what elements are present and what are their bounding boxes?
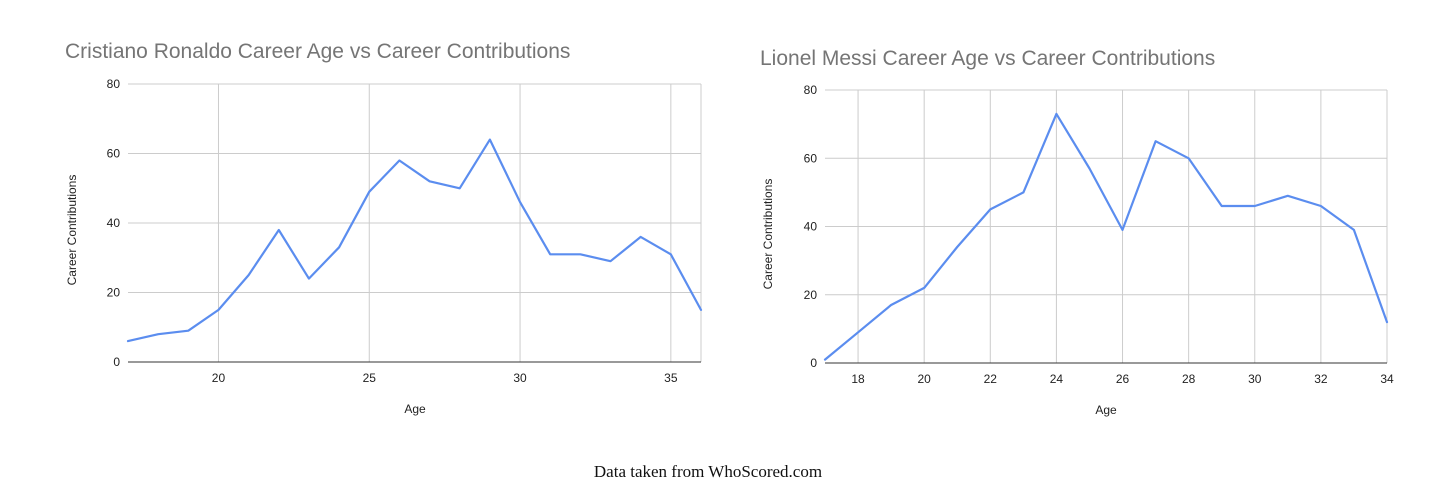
- data-point: [669, 252, 673, 256]
- x-tick-label: 34: [1380, 372, 1394, 386]
- data-point: [307, 277, 311, 281]
- data-point: [988, 207, 992, 211]
- y-tick-label: 40: [107, 216, 121, 230]
- ronaldo-chart: Cristiano Ronaldo Career Age vs Career C…: [65, 40, 703, 416]
- x-tick-label: 20: [917, 372, 931, 386]
- source-caption: Data taken from WhoScored.com: [593, 462, 823, 481]
- data-point: [277, 228, 281, 232]
- data-point: [1121, 228, 1125, 232]
- data-point: [1385, 320, 1389, 324]
- data-point: [186, 329, 190, 333]
- series-line: [823, 112, 1389, 361]
- data-point: [699, 308, 703, 312]
- series-line: [126, 138, 703, 343]
- messi-chart: Lionel Messi Career Age vs Career Contri…: [760, 47, 1394, 417]
- data-point: [922, 286, 926, 290]
- x-axis-title: Age: [404, 402, 426, 416]
- x-tick-label: 20: [212, 371, 226, 385]
- y-tick-label: 20: [804, 288, 818, 302]
- data-point: [856, 330, 860, 334]
- data-point: [216, 308, 220, 312]
- data-point: [1286, 194, 1290, 198]
- x-axis-title: Age: [1095, 403, 1117, 417]
- data-point: [889, 303, 893, 307]
- data-point: [1352, 228, 1356, 232]
- data-point: [428, 179, 432, 183]
- chart-title: Lionel Messi Career Age vs Career Contri…: [760, 47, 1215, 70]
- x-tick-label: 28: [1182, 372, 1196, 386]
- x-tick-label: 30: [513, 371, 527, 385]
- y-tick-label: 80: [804, 83, 818, 97]
- data-point: [1087, 166, 1091, 170]
- data-point: [1319, 204, 1323, 208]
- data-point: [518, 200, 522, 204]
- data-point: [247, 273, 251, 277]
- data-point: [1021, 190, 1025, 194]
- data-point: [548, 252, 552, 256]
- data-point: [488, 138, 492, 142]
- data-point: [1054, 112, 1058, 116]
- x-tick-label: 30: [1248, 372, 1262, 386]
- x-tick-label: 25: [363, 371, 377, 385]
- y-tick-label: 40: [804, 220, 818, 234]
- data-point: [1220, 204, 1224, 208]
- y-tick-label: 60: [107, 147, 121, 161]
- data-point: [955, 245, 959, 249]
- x-tick-label: 26: [1116, 372, 1130, 386]
- y-axis-title: Career Contributions: [65, 175, 79, 286]
- x-tick-label: 35: [664, 371, 678, 385]
- x-tick-label: 22: [984, 372, 998, 386]
- chart-title: Cristiano Ronaldo Career Age vs Career C…: [65, 40, 570, 63]
- x-tick-label: 18: [851, 372, 865, 386]
- data-point: [1187, 156, 1191, 160]
- data-point: [578, 252, 582, 256]
- data-point: [397, 158, 401, 162]
- data-point: [823, 358, 827, 362]
- data-point: [609, 259, 613, 263]
- y-axis-title: Career Contributions: [761, 179, 775, 290]
- data-point: [1253, 204, 1257, 208]
- y-tick-label: 0: [113, 355, 120, 369]
- data-point: [639, 235, 643, 239]
- data-point: [458, 186, 462, 190]
- data-point: [1154, 139, 1158, 143]
- x-tick-label: 32: [1314, 372, 1328, 386]
- data-point: [156, 332, 160, 336]
- y-tick-label: 60: [804, 151, 818, 165]
- y-tick-label: 0: [810, 356, 817, 370]
- data-point: [337, 245, 341, 249]
- x-tick-label: 24: [1050, 372, 1064, 386]
- data-point: [126, 339, 130, 343]
- y-tick-label: 20: [107, 286, 121, 300]
- y-tick-label: 80: [107, 77, 121, 91]
- data-point: [367, 190, 371, 194]
